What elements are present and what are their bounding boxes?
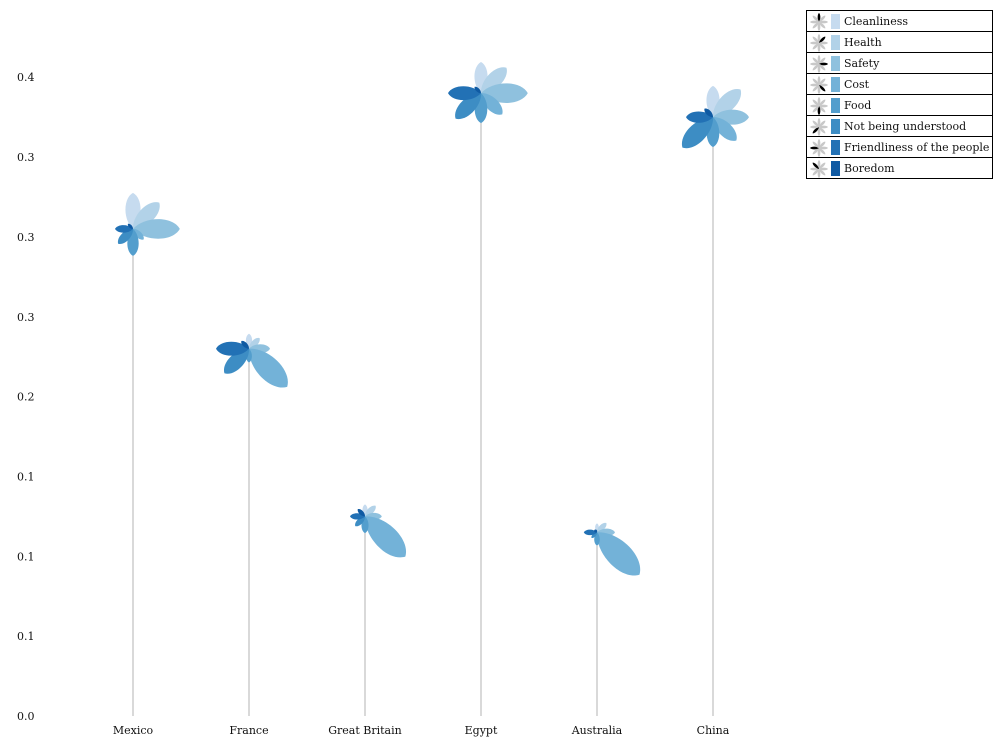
- legend-item: Not being understood: [807, 116, 992, 137]
- legend-label: Cleanliness: [844, 14, 909, 28]
- legend-item: Food: [807, 95, 992, 116]
- flower-mexico: [115, 192, 180, 256]
- legend-item: Safety: [807, 53, 992, 74]
- petal-boredom: [127, 223, 134, 229]
- legend-item: Cost: [807, 74, 992, 95]
- legend-label: Safety: [844, 56, 880, 70]
- petal-not-being-understood: [355, 516, 366, 527]
- flowers: [115, 61, 749, 576]
- petal-health: [364, 505, 376, 517]
- legend-label: Friendliness of the people: [844, 140, 990, 154]
- legend-label: Health: [844, 35, 882, 49]
- petal-not-being-understood: [117, 228, 134, 245]
- y-tick-label: 0.2: [17, 391, 35, 404]
- x-tick-label: France: [229, 724, 268, 737]
- legend-swatch: [831, 139, 840, 155]
- legend-label: Not being understood: [844, 119, 967, 133]
- petal-friendliness-of-the-people: [216, 341, 249, 356]
- petal-not-being-understood: [591, 532, 598, 538]
- flower-france: [216, 333, 288, 388]
- petal-boredom: [594, 529, 598, 533]
- x-axis: Mexico France Great Britain Egypt Australia C…: [113, 724, 730, 737]
- legend-swatch: [831, 118, 840, 134]
- petal-boredom: [241, 340, 250, 349]
- legend-label: Cost: [844, 77, 870, 91]
- flower-glyph-icon: [810, 117, 828, 136]
- flower-glyph-icon: [810, 159, 828, 178]
- flower-glyph-icon: [810, 96, 828, 115]
- legend-swatch: [831, 13, 840, 29]
- legend-item: Friendliness of the people: [807, 137, 992, 158]
- petal-boredom: [474, 86, 482, 94]
- y-tick-label: 0.1: [17, 550, 35, 563]
- legend-swatch: [831, 34, 840, 50]
- legend-swatch: [831, 160, 840, 176]
- x-tick-label: Great Britain: [328, 724, 401, 737]
- petal-cost: [480, 93, 503, 115]
- petal-cost: [132, 228, 144, 240]
- legend-label: Food: [844, 98, 872, 112]
- x-tick-label: Mexico: [113, 724, 154, 737]
- y-tick-label: 0.0: [17, 710, 35, 723]
- legend-item: Health: [807, 32, 992, 53]
- flower-great-britain: [350, 504, 407, 558]
- petal-health: [132, 202, 160, 229]
- x-tick-label: Egypt: [465, 724, 498, 737]
- petal-cost: [364, 516, 407, 558]
- petal-friendliness-of-the-people: [115, 225, 133, 233]
- petal-friendliness-of-the-people: [686, 111, 713, 123]
- petal-health: [480, 67, 507, 94]
- y-tick-label: 0.1: [17, 630, 35, 643]
- petal-not-being-understood: [223, 348, 250, 374]
- petal-friendliness-of-the-people: [583, 529, 597, 536]
- flower-glyph-icon: [810, 54, 828, 73]
- flower-australia: [583, 522, 641, 576]
- petal-friendliness-of-the-people: [448, 86, 481, 101]
- flower-glyph-icon: [810, 33, 828, 52]
- petal-cost: [248, 348, 288, 388]
- y-tick-label: 0.4: [17, 71, 35, 84]
- y-tick-label: 0.1: [17, 470, 35, 483]
- flower-china: [681, 85, 749, 149]
- legend-item: Cleanliness: [807, 11, 992, 32]
- petal-not-being-understood: [455, 93, 482, 120]
- petal-health: [248, 337, 260, 349]
- petal-safety: [133, 219, 180, 239]
- x-tick-label: Australia: [571, 724, 623, 737]
- legend-swatch: [831, 97, 840, 113]
- petal-cost: [596, 532, 641, 576]
- legend-swatch: [831, 55, 840, 71]
- y-tick-label: 0.3: [17, 311, 35, 324]
- flower-glyph-icon: [810, 75, 828, 94]
- y-tick-label: 0.3: [17, 231, 35, 244]
- flower-glyph-icon: [810, 138, 828, 157]
- legend-item: Boredom: [807, 158, 992, 179]
- y-axis: 0.0 0.1 0.1 0.1 0.2 0.3 0.3 0.3 0.4: [17, 71, 35, 723]
- x-tick-label: China: [697, 724, 730, 737]
- petal-cost: [712, 117, 737, 141]
- flower-glyph-icon: [810, 12, 828, 31]
- legend-label: Boredom: [844, 161, 895, 175]
- flower-egypt: [448, 61, 528, 124]
- legend-swatch: [831, 76, 840, 92]
- petal-boredom: [704, 108, 714, 118]
- legend: Cleanliness Health Safety Cost Food Not being…: [806, 10, 993, 179]
- y-tick-label: 0.3: [17, 151, 35, 164]
- flower-stems: [132, 93, 714, 716]
- petal-boredom: [357, 509, 366, 517]
- petal-health: [596, 522, 607, 533]
- petal-health: [712, 89, 742, 118]
- petal-not-being-understood: [681, 117, 714, 149]
